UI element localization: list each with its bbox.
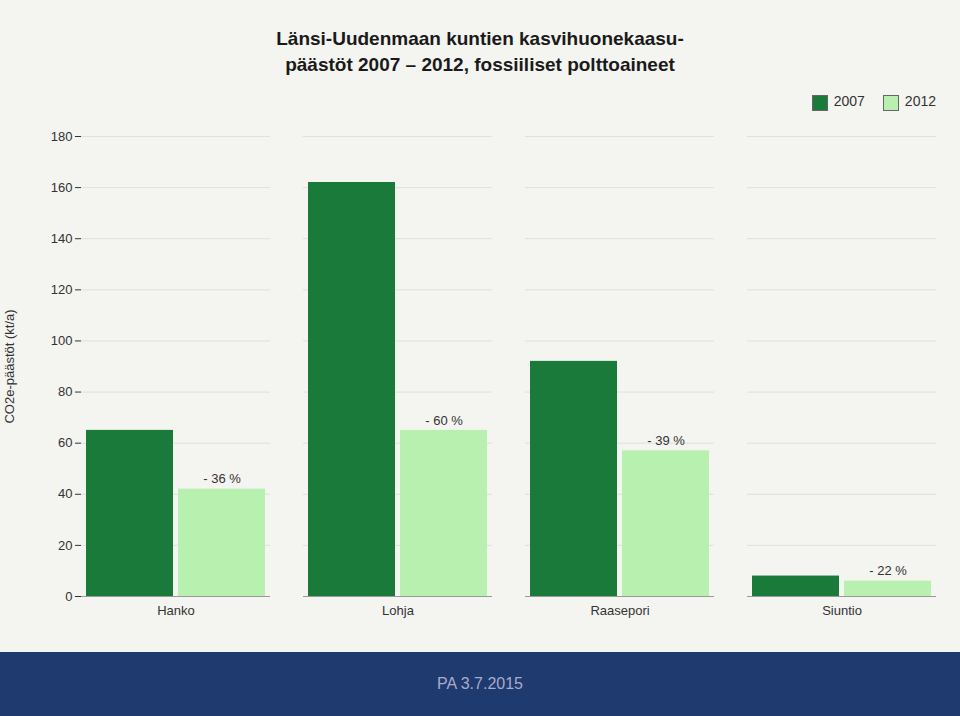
svg-text:Raasepori: Raasepori xyxy=(590,603,649,618)
svg-text:Siuntio: Siuntio xyxy=(822,603,862,618)
svg-text:- 60 %: - 60 % xyxy=(425,413,463,428)
svg-text:120: 120 xyxy=(51,282,73,297)
html-text:2012: 2012 xyxy=(904,93,936,110)
svg-text:Hanko: Hanko xyxy=(157,603,195,618)
svg-text:- 36 %: - 36 % xyxy=(203,471,241,486)
html-text:2007: 2007 xyxy=(833,93,865,110)
svg-text:100: 100 xyxy=(51,333,73,348)
svg-text:Lohja: Lohja xyxy=(382,603,415,618)
svg-text:180: 180 xyxy=(51,129,73,144)
html-text:PA 3.7.2015: PA 3.7.2015 xyxy=(437,675,523,692)
svg-text:80: 80 xyxy=(58,384,72,399)
svg-text:CO2e-päästöt (kt/a): CO2e-päästöt (kt/a) xyxy=(2,309,17,423)
html-text:Länsi-Uudenmaan kuntien kasvih: Länsi-Uudenmaan kuntien kasvihuonekaasu- xyxy=(276,28,684,49)
svg-text:20: 20 xyxy=(58,538,72,553)
svg-text:40: 40 xyxy=(58,486,72,501)
html-text:päästöt 2007 – 2012, fossiilis: päästöt 2007 – 2012, fossiiliset polttoa… xyxy=(285,54,675,75)
svg-text:- 39 %: - 39 % xyxy=(647,433,685,448)
svg-text:160: 160 xyxy=(51,180,73,195)
svg-text:140: 140 xyxy=(51,231,73,246)
svg-text:0: 0 xyxy=(65,589,72,604)
svg-text:60: 60 xyxy=(58,435,72,450)
svg-text:- 22 %: - 22 % xyxy=(869,563,907,578)
